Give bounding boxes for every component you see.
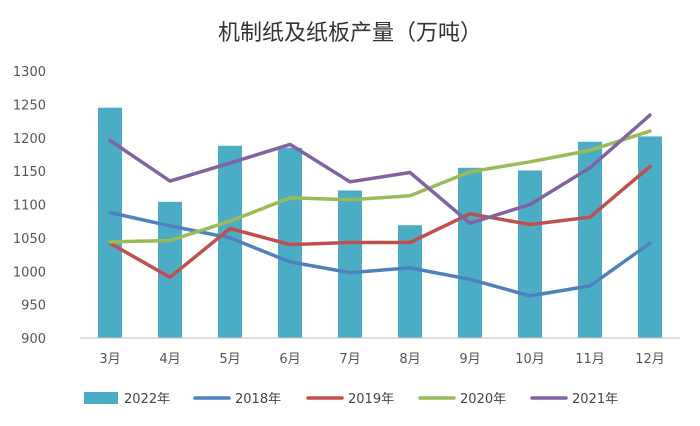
x-tick-label: 12月 [635, 352, 665, 367]
bar-2022-10 [638, 136, 662, 338]
y-tick-label: 1000 [13, 265, 46, 280]
y-tick-label: 1100 [13, 199, 46, 214]
line-series-2021 [108, 113, 652, 225]
legend-swatch-2022 [84, 392, 118, 404]
x-tick-label: 11月 [575, 352, 605, 367]
x-axis: 3月 4月 5月 6月 7月 8月 9月 10月 11月 12月 [99, 352, 664, 367]
line-series-2019 [108, 164, 652, 280]
chart-title: 机制纸及纸板产量（万吨） [218, 21, 482, 46]
bar-2022-5 [338, 190, 362, 338]
x-tick-label: 7月 [339, 352, 360, 367]
y-tick-label: 900 [21, 332, 46, 347]
legend: 2022年 2018年 2019年 2020年 2021年 [84, 392, 618, 407]
legend-label: 2022年 [124, 392, 170, 407]
bar-series-2022 [98, 107, 662, 339]
line-series-2018 [108, 210, 652, 298]
y-tick-label: 950 [21, 299, 46, 314]
legend-label: 2020年 [460, 392, 506, 407]
y-tick-label: 1200 [13, 132, 46, 147]
x-tick-label: 3月 [99, 352, 120, 367]
x-tick-label: 4月 [159, 352, 180, 367]
y-tick-label: 1150 [13, 165, 46, 180]
x-tick-label: 5月 [219, 352, 240, 367]
x-tick-label: 6月 [279, 352, 300, 367]
legend-label: 2019年 [348, 392, 394, 407]
legend-label: 2021年 [572, 392, 618, 407]
y-tick-label: 1050 [13, 232, 46, 247]
bar-2022-7 [458, 167, 482, 338]
y-tick-label: 1250 [13, 98, 46, 113]
x-tick-label: 10月 [515, 352, 545, 367]
line-series-2020 [108, 129, 652, 244]
y-tick-label: 1300 [13, 65, 46, 80]
y-axis: 900 950 1000 1050 1100 1150 1200 1250 1300 [13, 65, 46, 347]
legend-label: 2018年 [235, 392, 281, 407]
x-tick-label: 9月 [459, 352, 480, 367]
x-tick-label: 8月 [399, 352, 420, 367]
line-series-group [108, 113, 652, 298]
bar-2022-8 [518, 170, 542, 338]
